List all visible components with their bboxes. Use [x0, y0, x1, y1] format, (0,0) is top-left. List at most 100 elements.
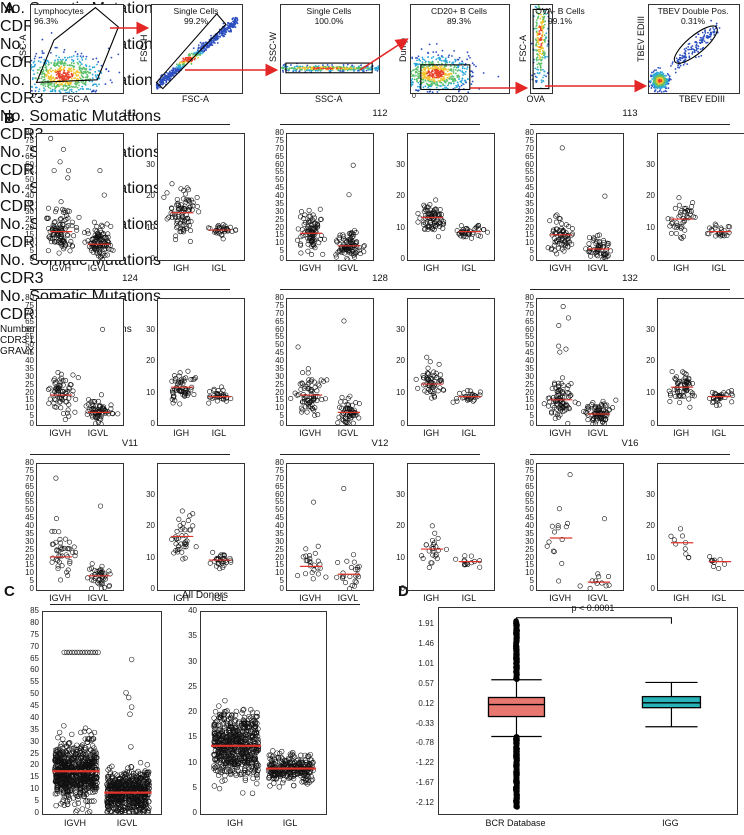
y-tick-label: 35	[525, 198, 534, 208]
gate-percentage: 96.3%	[34, 16, 59, 26]
box-igg	[641, 695, 702, 709]
y-tick-label: 0	[650, 584, 655, 593]
y-tick-label: 20	[25, 552, 34, 562]
y-tick-label: 0	[29, 584, 34, 593]
gate-label: Single Cells 99.2%	[155, 6, 237, 26]
y-tick-label: 20	[275, 552, 284, 562]
y-tick-label: 55	[25, 167, 34, 177]
y-tick-label: 20	[275, 387, 284, 397]
y-tick-label: 30	[146, 489, 155, 499]
category-label: IGH	[173, 428, 190, 438]
y-tick-label: 20	[525, 552, 534, 562]
y-tick-label: 25	[30, 748, 39, 758]
y-tick-label: 75	[525, 135, 534, 145]
y-tick-label: 55	[30, 677, 39, 687]
y-tick-label: 55	[525, 332, 534, 342]
y-tick-label: 30	[275, 371, 284, 381]
y-tick-label: 10	[525, 403, 534, 413]
gate-label: Lymphocytes 96.3%	[34, 6, 118, 26]
y-axis-title: No. Somatic Mutations	[0, 108, 161, 125]
mutation-scatter	[536, 463, 624, 591]
y-axis-title: CDR3	[0, 270, 44, 287]
gate-percentage: 0.31%	[680, 16, 706, 26]
donor-title: 113	[622, 108, 638, 119]
y-tick-label: 45	[25, 183, 34, 193]
y-tick-label: 10	[188, 757, 197, 767]
y-tick-label: 50	[525, 340, 534, 350]
scatter-points	[49, 475, 113, 590]
cdr3-scatter	[657, 463, 744, 591]
flow-density	[649, 19, 721, 93]
y-tick-label: 0	[400, 419, 405, 428]
all-donors-underline	[50, 604, 360, 605]
y-tick-label: 10	[646, 387, 655, 397]
y-tick-label: 65	[525, 316, 534, 326]
y-tick-label: 30	[25, 536, 34, 546]
y-tick-label: 5	[279, 411, 284, 421]
y-tick-label: 70	[25, 308, 34, 318]
scatter-points	[288, 318, 362, 425]
y-tick-label: 35	[25, 198, 34, 208]
flow-plot-2	[151, 4, 243, 94]
y-tick-label: 50	[275, 340, 284, 350]
category-label: IGL	[211, 428, 227, 438]
y-tick-label: 30	[396, 159, 405, 169]
y-tick-label: 0.12	[418, 698, 434, 708]
mutation-scatter	[286, 133, 374, 261]
y-tick-label: 10	[396, 387, 405, 397]
y-tick-label: 40	[25, 191, 34, 200]
gate-label: TBEV Double Pos. 0.31%	[652, 6, 734, 26]
y-tick-label: 50	[30, 689, 39, 699]
y-tick-label: 0	[400, 254, 405, 263]
flow-density	[531, 5, 550, 90]
category-label: IGH	[423, 593, 440, 603]
donor-underline	[280, 454, 480, 455]
axis-zero-tick: 0	[32, 93, 36, 100]
y-tick-label: 0	[192, 808, 197, 817]
y-tick-label: 75	[30, 629, 39, 639]
y-tick-label: 10	[275, 238, 284, 248]
y-tick-label: 80	[275, 128, 284, 137]
category-label: IGVL	[87, 593, 109, 603]
category-label: IGL	[461, 428, 477, 438]
scatter-points	[544, 472, 612, 590]
scatter-points	[44, 135, 116, 260]
y-tick-label: 40	[525, 191, 534, 200]
donor-title: 111	[122, 108, 138, 119]
all-mutations-scatter	[42, 611, 162, 815]
y-tick-label: 45	[525, 183, 534, 193]
category-label: IGH	[673, 593, 690, 603]
y-tick-label: 1.01	[418, 659, 434, 669]
y-tick-label: 40	[25, 356, 34, 365]
panel-letter-d: D	[398, 583, 409, 600]
flow-density	[31, 6, 121, 93]
y-tick-label: 55	[275, 332, 284, 342]
mutation-scatter	[36, 298, 124, 426]
y-tick-label: 30	[25, 371, 34, 381]
y-tick-label: 20	[646, 521, 655, 530]
gate-percentage: 99.2%	[183, 16, 209, 26]
y-axis-title: CDR3	[0, 126, 44, 143]
y-tick-label: 60	[525, 159, 534, 169]
y-tick-label: 55	[275, 167, 284, 177]
donor-title: V11	[121, 438, 139, 449]
category-label: IGVH	[299, 428, 322, 438]
category-label: IGVL	[337, 593, 359, 603]
y-tick-label: 60	[25, 489, 34, 499]
y-tick-label: 25	[275, 379, 284, 389]
gravy-plot-area	[438, 607, 738, 815]
y-tick-label: 20	[396, 356, 405, 365]
y-tick-label: 30	[188, 656, 197, 666]
box-marks	[487, 617, 702, 810]
y-tick-label: 55	[275, 497, 284, 507]
y-tick-label: 65	[275, 481, 284, 491]
y-axis-title: GRAVY Score	[0, 346, 63, 357]
category-label: IGG	[662, 818, 679, 828]
category-label: IGVH	[299, 593, 322, 603]
donor-underline	[530, 124, 730, 125]
x-axis-label: FSC-A	[182, 94, 209, 104]
y-tick-label: 70	[525, 143, 534, 153]
category-label: IGVL	[87, 263, 109, 273]
y-tick-label: 55	[25, 332, 34, 342]
y-axis-label: SSC-A	[18, 34, 28, 62]
